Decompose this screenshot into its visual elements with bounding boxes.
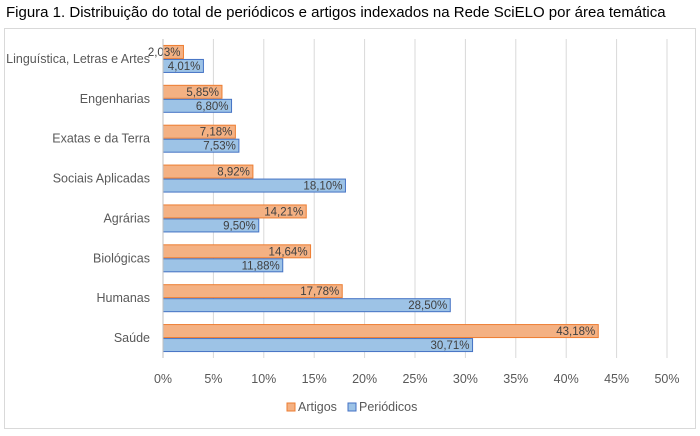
legend-label-artigos: Artigos [298,400,337,414]
data-label-artigos: 7,18% [200,127,233,139]
category-label: Engenharias [80,92,150,106]
data-label-periodicos: 11,88% [242,260,280,272]
x-tick-label: 35% [503,372,528,386]
data-label-artigos: 8,92% [217,167,250,179]
x-tick-label: 0% [154,372,172,386]
bar-artigos [162,324,599,339]
data-label-periodicos: 9,50% [223,220,256,232]
x-tick-label: 40% [554,372,579,386]
x-tick-label: 50% [654,372,679,386]
category-label: Saúde [114,331,150,345]
category-label: Linguística, Letras e Artes [6,52,150,66]
data-label-artigos: 5,85% [186,87,219,99]
category-label: Sociais Aplicadas [53,172,150,186]
legend-swatch-artigos [286,402,296,412]
category-label: Humanas [97,291,151,305]
x-tick-label: 45% [604,372,629,386]
figure-title: Figura 1. Distribuição do total de perió… [6,4,666,21]
chart-frame [4,28,696,429]
data-label-periodicos: 4,01% [168,61,201,73]
data-label-periodicos: 30,71% [431,340,470,352]
category-label: Biológicas [93,251,150,265]
data-label-artigos: 14,64% [269,246,308,258]
x-tick-label: 10% [251,372,276,386]
data-label-periodicos: 28,50% [408,300,447,312]
data-label-artigos: 17,78% [300,286,339,298]
x-tick-label: 25% [402,372,427,386]
data-label-periodicos: 7,53% [203,141,236,153]
bar-periodicos [162,338,474,353]
x-tick-label: 15% [302,372,327,386]
data-label-artigos: 43,18% [556,326,595,338]
legend-label-periodicos: Periódicos [359,400,417,414]
category-label: Exatas e da Terra [52,132,150,146]
data-label-periodicos: 18,10% [303,181,342,193]
bar-periodicos [162,298,451,313]
data-label-artigos: 2,03% [148,47,181,59]
x-tick-label: 30% [453,372,478,386]
legend-swatch-periodicos [347,402,357,412]
data-label-periodicos: 6,80% [196,101,229,113]
x-tick-label: 5% [204,372,222,386]
data-label-artigos: 14,21% [264,206,303,218]
x-tick-label: 20% [352,372,377,386]
category-label: Agrárias [103,211,150,225]
